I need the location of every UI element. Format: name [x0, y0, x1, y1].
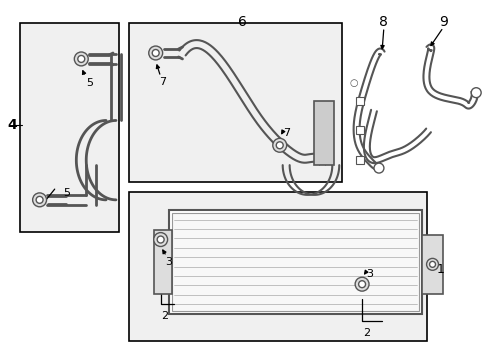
Circle shape — [33, 193, 46, 207]
Text: 4: 4 — [8, 118, 18, 132]
Bar — [171, 213, 418, 311]
Circle shape — [358, 281, 365, 288]
Bar — [129, 23, 342, 182]
Text: 2: 2 — [363, 328, 370, 338]
Bar — [355, 126, 364, 134]
Circle shape — [426, 258, 438, 270]
Bar — [153, 230, 171, 294]
Circle shape — [428, 261, 435, 267]
Circle shape — [470, 88, 480, 98]
Bar — [129, 192, 426, 341]
Text: 7: 7 — [283, 129, 290, 138]
Circle shape — [78, 55, 84, 62]
Bar — [20, 23, 119, 231]
Text: 7: 7 — [159, 77, 166, 87]
Text: 2: 2 — [161, 311, 168, 321]
Text: 5: 5 — [85, 78, 93, 88]
Circle shape — [354, 277, 368, 291]
Bar — [355, 156, 364, 164]
Bar — [355, 96, 364, 105]
Text: 6: 6 — [237, 15, 246, 29]
Text: 8: 8 — [379, 15, 387, 29]
Circle shape — [152, 50, 159, 57]
Circle shape — [373, 163, 383, 173]
Text: 9: 9 — [438, 15, 447, 29]
Text: 1: 1 — [436, 263, 444, 276]
Text: 3: 3 — [165, 257, 172, 267]
Bar — [314, 100, 334, 165]
Text: 5: 5 — [63, 188, 70, 198]
Circle shape — [157, 236, 164, 243]
Circle shape — [272, 138, 286, 152]
Bar — [421, 235, 443, 294]
Text: ○: ○ — [349, 78, 358, 88]
Text: 3: 3 — [366, 269, 373, 279]
Circle shape — [74, 52, 88, 66]
Circle shape — [148, 46, 163, 60]
Circle shape — [153, 233, 167, 247]
Bar — [168, 210, 421, 314]
Circle shape — [276, 142, 283, 149]
Circle shape — [36, 196, 43, 203]
